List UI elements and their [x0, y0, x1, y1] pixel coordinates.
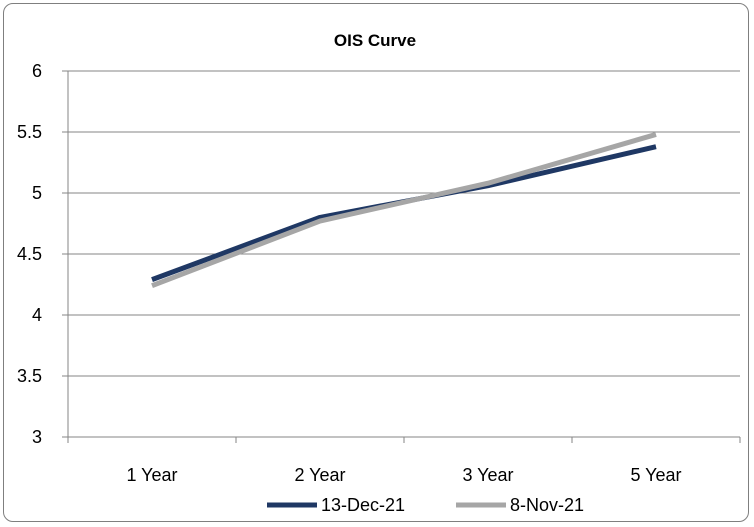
y-tick-label: 3 [32, 427, 42, 447]
legend-label-1: 8-Nov-21 [510, 495, 584, 515]
y-tick-label: 4.5 [17, 244, 42, 264]
x-axis-ticks: 1 Year 2 Year 3 Year 5 Year [67, 437, 741, 485]
chart-frame [3, 3, 749, 522]
legend-label-0: 13-Dec-21 [321, 495, 405, 515]
y-tick-label: 5 [32, 183, 42, 203]
series-line-1 [151, 132, 657, 289]
series-lines [151, 132, 657, 289]
legend: 13-Dec-21 8-Nov-21 [267, 495, 584, 515]
y-tick-label: 5.5 [17, 122, 42, 142]
y-axis-ticks: 3 3.5 4 4.5 5 5.5 6 [17, 61, 68, 447]
series-line-0 [151, 144, 657, 282]
chart-title: OIS Curve [334, 31, 416, 50]
gridlines [68, 70, 740, 377]
y-tick-label: 4 [32, 305, 42, 325]
y-tick-label: 6 [32, 61, 42, 81]
x-tick-label: 3 Year [462, 465, 513, 485]
x-tick-label: 1 Year [126, 465, 177, 485]
x-tick-label: 2 Year [294, 465, 345, 485]
x-tick-label: 5 Year [630, 465, 681, 485]
y-tick-label: 3.5 [17, 366, 42, 386]
